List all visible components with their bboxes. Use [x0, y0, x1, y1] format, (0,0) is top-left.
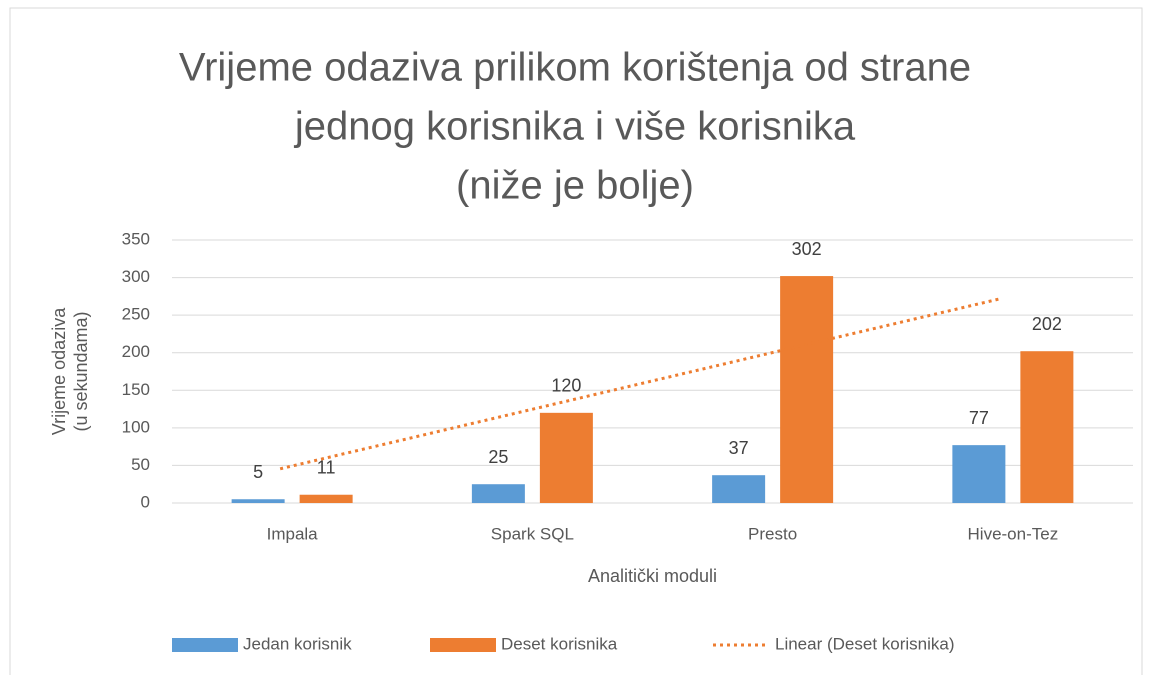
- chart-title: (niže je bolje): [456, 164, 694, 208]
- legend-label: Linear (Deset korisnika): [775, 634, 955, 653]
- x-tick-label: Spark SQL: [491, 524, 574, 543]
- bar: [299, 494, 353, 503]
- chart-title: Vrijeme odaziva prilikom korištenja od s…: [179, 46, 971, 90]
- y-axis-title: (u sekundama): [71, 311, 91, 431]
- data-label: 11: [317, 457, 336, 477]
- data-label: 25: [488, 447, 508, 467]
- y-tick-label: 200: [122, 342, 150, 361]
- bar: [471, 484, 525, 503]
- legend-label: Deset korisnika: [501, 634, 618, 653]
- legend-swatch: [172, 638, 238, 652]
- bar: [231, 499, 285, 503]
- chart-title: jednog korisnika i više korisnika: [294, 105, 856, 149]
- chart-frame: [9, 7, 1143, 675]
- y-tick-label: 350: [122, 229, 150, 248]
- x-tick-label: Hive-on-Tez: [968, 524, 1059, 543]
- trendline: [279, 297, 1002, 471]
- y-tick-label: 50: [131, 455, 150, 474]
- x-axis-title: Analitički moduli: [588, 566, 717, 586]
- bar: [712, 475, 766, 503]
- x-tick-label: Impala: [267, 524, 319, 543]
- bar: [952, 445, 1006, 503]
- bar: [780, 276, 834, 503]
- y-tick-label: 250: [122, 305, 150, 324]
- y-tick-label: 0: [141, 492, 150, 511]
- y-tick-label: 100: [122, 417, 150, 436]
- y-tick-label: 300: [122, 267, 150, 286]
- x-tick-label: Presto: [748, 524, 797, 543]
- data-label: 120: [551, 376, 581, 396]
- bar: [539, 412, 593, 503]
- data-label: 37: [729, 438, 749, 458]
- bar: [1020, 351, 1074, 503]
- y-axis-title: Vrijeme odaziva: [49, 307, 69, 435]
- legend-label: Jedan korisnik: [243, 634, 352, 653]
- y-tick-label: 150: [122, 380, 150, 399]
- data-label: 77: [969, 408, 989, 428]
- data-label: 202: [1032, 314, 1062, 334]
- data-label: 5: [253, 462, 263, 482]
- legend-swatch: [430, 638, 496, 652]
- data-label: 302: [792, 239, 822, 259]
